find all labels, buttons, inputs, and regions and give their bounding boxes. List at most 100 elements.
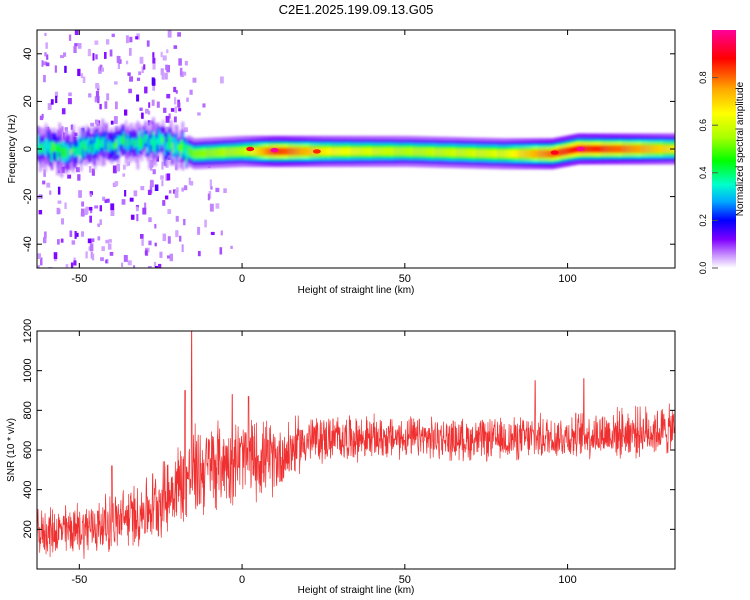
heatmap-cell [101,67,104,72]
heatmap-cell [152,83,155,91]
heatmap-cell [287,147,290,156]
heatmap-cell [568,146,571,155]
heatmap-cell [65,264,69,268]
heatmap-cell [150,167,153,171]
heatmap-cell [116,55,121,63]
colorbar-ticks: 0.0 0.2 0.4 0.6 0.8 [698,71,718,274]
heatmap-cell [609,145,612,153]
heatmap-cell [187,147,190,155]
heatmap-cell [72,145,75,152]
heatmap-cell [166,49,169,54]
heatmap-cell [102,196,106,201]
heatmap-cell [107,243,112,250]
heatmap-cell [99,103,102,110]
heatmap-cell [144,134,147,144]
heatmap-cell [127,72,131,76]
heatmap-cell [164,72,168,80]
heatmap-cell [162,200,166,206]
heatmap-cell [488,149,491,158]
heatmap-cell [99,219,102,225]
heatmap-cell [626,145,630,153]
heatmap-cell [361,147,364,156]
heatmap-cell [91,140,95,152]
heatmap-cell [122,133,126,146]
heatmap-cell [197,251,201,257]
heatmap-cell [220,148,224,157]
y-tick-label: 600 [22,441,34,459]
snr-y-label: SNR (10 * v/v) [6,418,17,482]
heatmap-cell [167,137,171,148]
heatmap-cell [167,255,170,259]
heatmap-cell [458,148,462,157]
heatmap-cell [219,247,223,255]
heatmap-cell [99,205,102,212]
heatmap-cell [117,139,120,151]
heatmap-cell [226,148,229,156]
heatmap-cell [240,147,243,156]
heatmap-cell [464,149,468,157]
heatmap-cell [560,148,563,156]
heatmap-cell [179,67,183,76]
heatmap-cell [326,147,329,156]
heatmap-cell [47,103,52,110]
heatmap-cell [652,145,655,153]
heatmap-cell [57,239,60,245]
heatmap-cell [507,150,511,158]
heatmap-cell [61,166,65,173]
heatmap-cell [91,253,95,261]
heatmap-cell [129,76,133,82]
heatmap-cell [443,148,446,157]
heatmap-cell [91,168,95,176]
heatmap-cell [117,63,120,69]
heatmap-cell [205,149,208,157]
heatmap-cell [124,109,128,116]
heatmap-cell [138,71,142,76]
heatmap-cell [161,161,164,170]
heatmap-cell [146,40,150,47]
heatmap-cell [628,145,632,153]
y-tick-label: 800 [22,401,34,419]
heatmap-cell [540,150,544,158]
heatmap-cell [265,147,269,156]
heatmap-cell [105,239,109,244]
heatmap-cell [439,148,442,156]
heatmap-cell [52,141,56,152]
heatmap-cell [451,148,454,157]
heatmap-cell [603,145,606,153]
heatmap-cell [60,238,64,243]
heatmap-cell [141,239,144,246]
heatmap-cell [494,149,497,158]
heatmap-cell [298,147,302,156]
heatmap-cell [306,147,310,156]
heatmap-cell [431,148,435,156]
heatmap-cell [468,149,472,157]
heatmap-cell [61,218,64,225]
heatmap-cell [74,43,78,47]
heatmap-cell [104,199,108,203]
heatmap-cell [105,259,108,264]
heatmap-cell [169,253,173,262]
heatmap-cell [73,260,77,266]
heatmap-cell [116,163,121,172]
y-tick-label: -20 [22,189,34,205]
heatmap-cell [43,61,48,66]
heatmap-cell [166,173,171,181]
heatmap-cell [57,200,62,204]
heatmap-cell [204,219,207,228]
heatmap-cell [112,165,117,174]
heatmap-cell [158,133,161,146]
heatmap-cell [218,148,222,157]
heatmap-cell [110,209,115,216]
heatmap-cell [42,142,46,154]
heatmap-cell [197,112,201,116]
heatmap-cell [353,147,356,156]
heatmap-cell [415,147,419,156]
heatmap-cell [281,147,284,156]
heatmap-cell [199,149,202,158]
heatmap-cell [195,149,198,158]
heatmap-cell [173,189,176,194]
heatmap-cell [165,195,169,200]
heatmap-cell [37,265,40,268]
heatmap-cell [56,207,60,215]
heatmap-cell [197,149,200,158]
